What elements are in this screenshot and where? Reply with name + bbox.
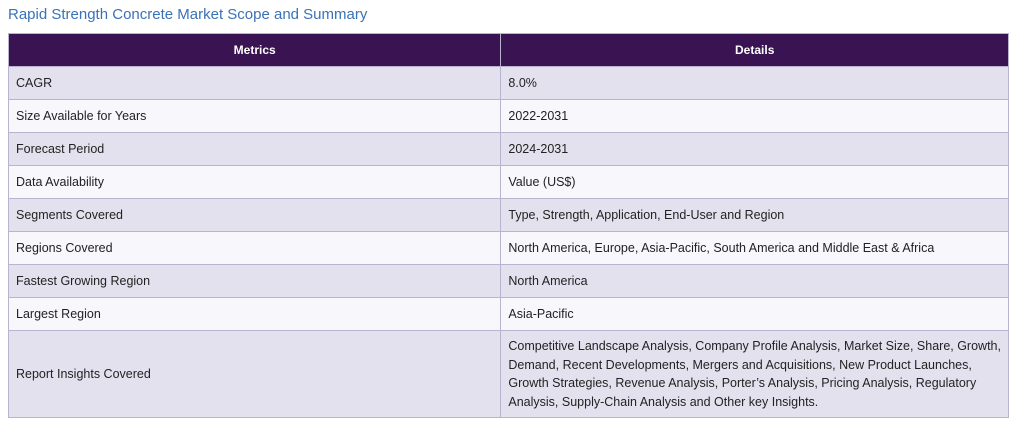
detail-cell: 8.0%	[500, 66, 1009, 100]
metric-cell: Regions Covered	[7, 231, 502, 265]
column-header-details: Details	[500, 33, 1009, 67]
page-title: Rapid Strength Concrete Market Scope and…	[8, 6, 368, 23]
metric-cell: CAGR	[7, 66, 502, 100]
table-row: Forecast Period 2024-2031	[7, 132, 1009, 166]
table-row: Size Available for Years 2022-2031	[7, 99, 1009, 133]
table-row: Data Availability Value (US$)	[7, 165, 1009, 199]
table-row: Largest Region Asia-Pacific	[7, 297, 1009, 331]
market-scope-table: Metrics Details CAGR 8.0% Size Available…	[7, 33, 1009, 418]
detail-cell: Type, Strength, Application, End-User an…	[500, 198, 1009, 232]
detail-cell: Value (US$)	[500, 165, 1009, 199]
table-row: Fastest Growing Region North America	[7, 264, 1009, 298]
metric-cell: Largest Region	[7, 297, 502, 331]
metric-cell: Data Availability	[7, 165, 502, 199]
metric-cell: Forecast Period	[7, 132, 502, 166]
detail-cell: 2022-2031	[500, 99, 1009, 133]
table-row: CAGR 8.0%	[7, 66, 1009, 100]
table-row: Regions Covered North America, Europe, A…	[7, 231, 1009, 265]
metric-cell: Fastest Growing Region	[7, 264, 502, 298]
table-row: Segments Covered Type, Strength, Applica…	[7, 198, 1009, 232]
detail-cell: Competitive Landscape Analysis, Company …	[500, 330, 1009, 418]
table-header-row: Metrics Details	[7, 33, 1009, 67]
detail-cell: North America	[500, 264, 1009, 298]
table-row: Report Insights Covered Competitive Land…	[7, 330, 1009, 418]
metric-cell: Size Available for Years	[7, 99, 502, 133]
column-header-metrics: Metrics	[7, 33, 502, 67]
metric-cell: Segments Covered	[7, 198, 502, 232]
metric-cell: Report Insights Covered	[7, 330, 502, 418]
detail-cell: North America, Europe, Asia-Pacific, Sou…	[500, 231, 1009, 265]
detail-cell: 2024-2031	[500, 132, 1009, 166]
detail-cell: Asia-Pacific	[500, 297, 1009, 331]
